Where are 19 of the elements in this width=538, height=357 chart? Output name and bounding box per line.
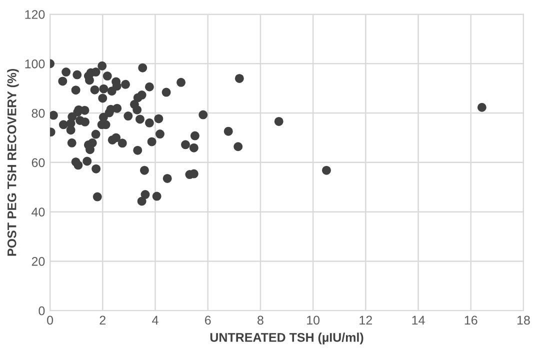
y-tick-label: 40 — [32, 208, 45, 216]
x-tick-label: 0 — [47, 316, 54, 325]
x-tick-label: 4 — [152, 316, 158, 325]
y-tick-label: 100 — [25, 59, 45, 68]
x-tick-label: 14 — [412, 316, 425, 325]
x-axis-title: UNTREATED TSH (µIU/ml) — [210, 332, 364, 344]
y-tick-label: 20 — [32, 257, 45, 266]
y-tick-label: 80 — [32, 108, 45, 118]
x-tick-label: 16 — [464, 316, 478, 325]
y-tick-label: 0 — [38, 306, 45, 316]
x-tick-label: 2 — [100, 316, 106, 325]
x-tick-label: 18 — [517, 316, 530, 325]
x-tick-label: 12 — [360, 316, 372, 325]
x-tick-label: 6 — [205, 316, 211, 325]
y-tick-label: 120 — [25, 10, 45, 19]
y-axis-title: POST PEG TSH RECOVERY (%) — [7, 68, 19, 256]
x-tick-label: 10 — [307, 316, 320, 325]
x-tick-label: 8 — [258, 316, 264, 325]
y-tick-label: 60 — [32, 158, 45, 168]
